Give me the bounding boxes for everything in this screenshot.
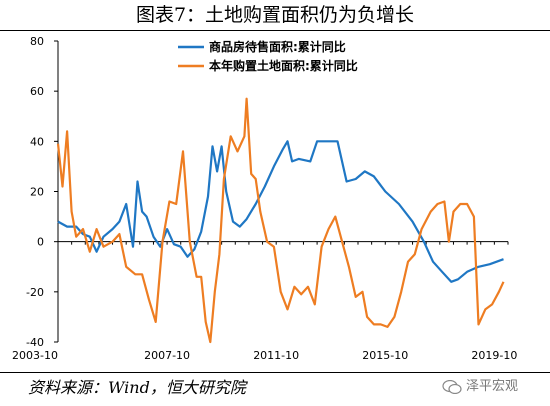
y-tick-label: 60 <box>30 85 44 98</box>
legend-label-1: 商品房待售面积:累计同比 <box>209 39 346 54</box>
y-tick-label: -40 <box>26 336 44 349</box>
x-tick-label: 2003-10 <box>12 349 58 362</box>
y-tick-label: 20 <box>30 186 44 199</box>
series-line-2 <box>56 97 505 344</box>
wechat-icon <box>442 379 462 394</box>
source-note: 资料来源：Wind，恒大研究院 <box>28 378 246 397</box>
title-divider <box>0 30 550 31</box>
legend-label-2: 本年购置土地面积:累计同比 <box>209 58 358 73</box>
y-tick-label: 0 <box>37 236 44 249</box>
chart-axes: -40 -20 0 20 40 60 80 2003-10 2007-10 2011-10 2015… <box>12 35 517 362</box>
x-tick-label: 2015-10 <box>362 349 408 362</box>
x-tick-label: 2011-10 <box>253 349 299 362</box>
watermark: 泽平宏观 <box>442 376 518 398</box>
x-tick-label: 2019-10 <box>471 349 517 362</box>
y-tick-label: -20 <box>26 286 44 299</box>
footer-divider <box>0 372 550 373</box>
watermark-text: 泽平宏观 <box>466 379 519 394</box>
y-tick-label: 80 <box>30 35 44 48</box>
series-line-1 <box>57 140 504 283</box>
chart-series <box>56 97 505 344</box>
y-tick-label: 40 <box>30 135 44 148</box>
page-title: 图表7：土地购置面积仍为负增长 <box>135 4 415 26</box>
x-tick-label: 2007-10 <box>144 349 190 362</box>
